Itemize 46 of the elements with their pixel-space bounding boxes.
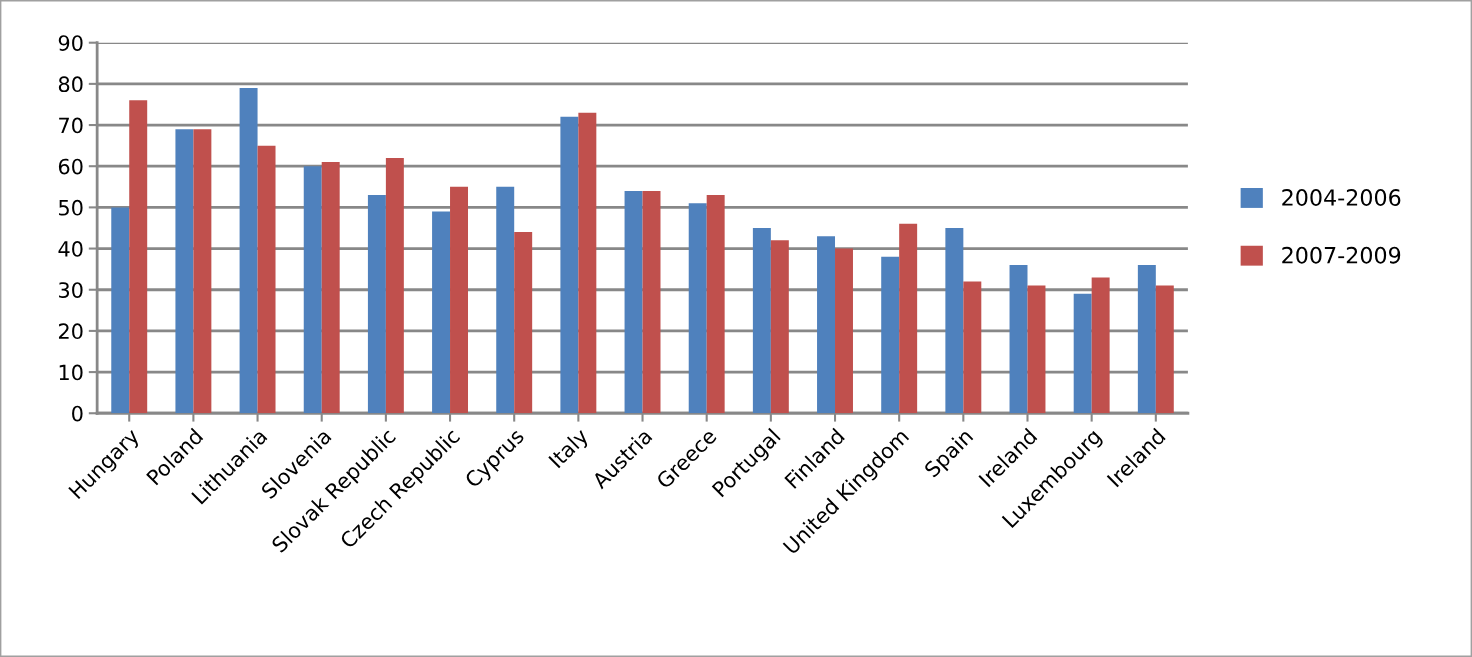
y-tick-label: 60: [58, 158, 83, 175]
bar: [1155, 285, 1174, 414]
bar: [1137, 265, 1156, 414]
bar: [817, 236, 836, 414]
y-tick-label: 30: [59, 282, 83, 298]
bar: [560, 116, 579, 414]
bar: [367, 195, 386, 414]
bar: [899, 223, 918, 414]
bar: [752, 227, 771, 414]
bar: [514, 232, 533, 414]
bar: [835, 248, 853, 414]
bar: [706, 195, 725, 414]
y-tick-label: 90: [58, 35, 83, 51]
y-tick-label: 0: [72, 405, 83, 422]
y-tick-label: 50: [59, 199, 83, 216]
bar: [129, 100, 148, 414]
legend-label: 2007-2009: [1282, 246, 1401, 264]
bar: [175, 129, 194, 414]
bar: [1027, 285, 1046, 414]
bar: [624, 190, 643, 414]
y-tick-label: 40: [58, 241, 83, 257]
bar: [193, 129, 212, 414]
bar: [385, 157, 404, 414]
bar: [321, 162, 340, 414]
bar: [963, 281, 982, 414]
bar: [303, 166, 322, 414]
bar: [450, 186, 469, 414]
bar: [1091, 277, 1110, 414]
bar: [496, 186, 515, 414]
y-tick-label: 70: [59, 117, 83, 134]
bar: [945, 227, 964, 414]
bar: [578, 112, 597, 414]
legend-label: 2004-2006: [1282, 189, 1401, 206]
bar: [257, 145, 276, 414]
y-tick-label: 10: [59, 364, 83, 381]
bar: [432, 211, 451, 414]
bar: [642, 190, 661, 414]
bar: [688, 203, 707, 414]
y-tick-label: 20: [58, 323, 83, 340]
bar: [1073, 293, 1092, 414]
bar: [881, 256, 900, 414]
bar: [111, 207, 130, 414]
bar: [239, 87, 258, 414]
y-tick-label: 80: [58, 76, 83, 93]
bar: [770, 240, 789, 414]
bar: [1009, 265, 1028, 414]
